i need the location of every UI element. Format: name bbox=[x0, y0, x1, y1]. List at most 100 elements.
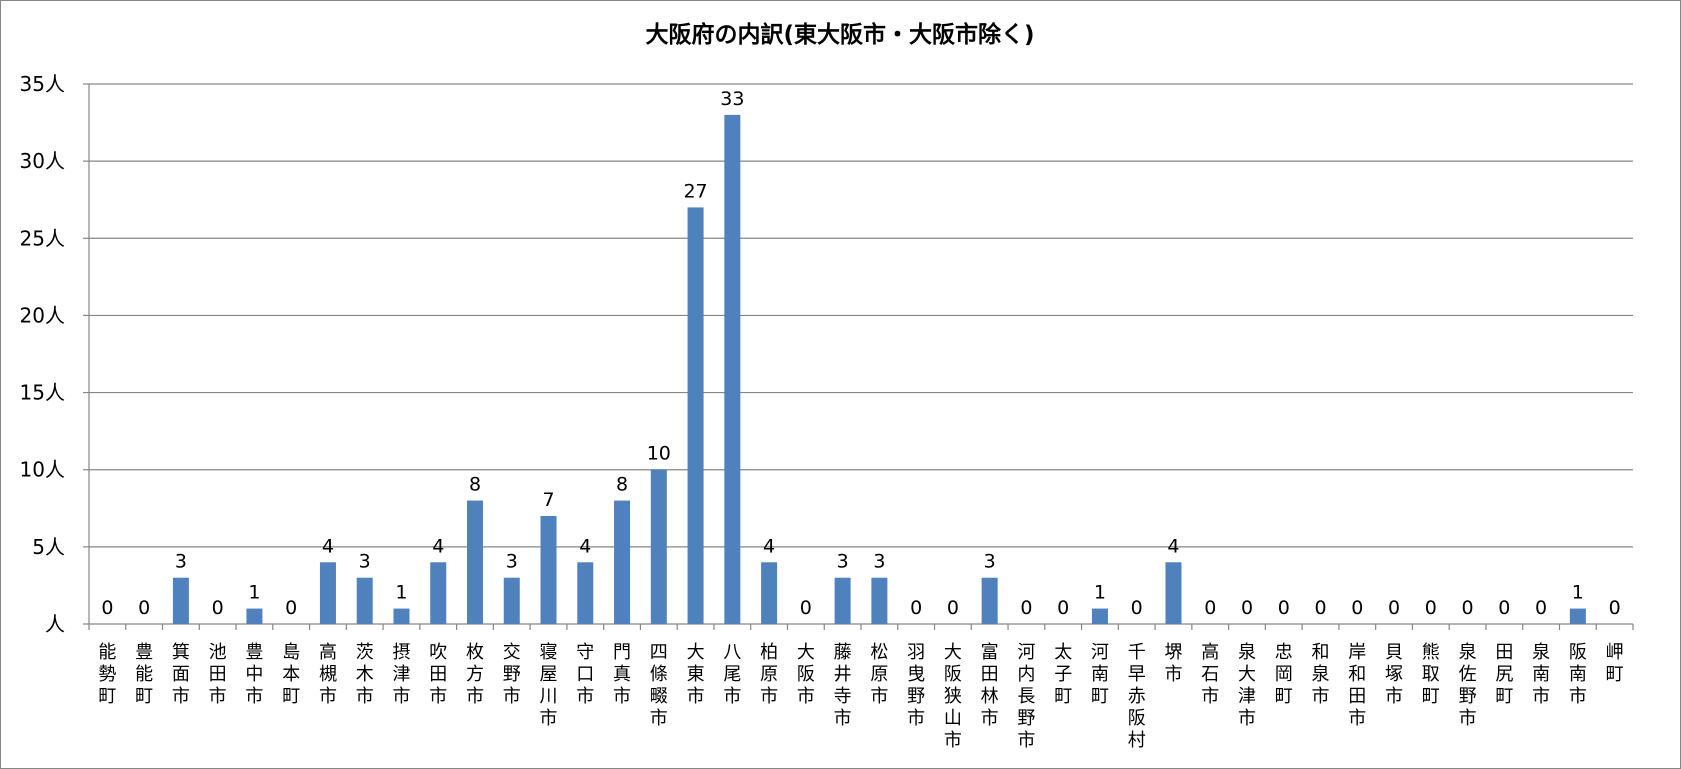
x-tick-label: 千早赤阪村 bbox=[1128, 642, 1146, 751]
data-label: 0 bbox=[1535, 597, 1547, 619]
bar bbox=[687, 207, 704, 624]
bar bbox=[1569, 608, 1586, 624]
x-tick-label: 羽曳野市 bbox=[907, 642, 925, 729]
bar bbox=[319, 562, 336, 624]
bar bbox=[724, 114, 741, 624]
x-tick-label: 摂津市 bbox=[392, 642, 410, 707]
x-tick-label: 熊取町 bbox=[1422, 642, 1440, 707]
data-label: 3 bbox=[873, 551, 885, 573]
x-tick-label: 泉佐野市 bbox=[1459, 642, 1477, 729]
data-label: 1 bbox=[1094, 582, 1106, 604]
x-tick-label: 大東市 bbox=[687, 642, 705, 707]
data-label: 0 bbox=[910, 597, 922, 619]
y-tick-label: 30人 bbox=[20, 149, 65, 173]
x-tick-label: 大阪狭山市 bbox=[944, 642, 962, 751]
bar bbox=[540, 516, 557, 624]
x-tick-label: 豊中市 bbox=[245, 642, 263, 707]
data-label: 0 bbox=[1498, 597, 1510, 619]
bar bbox=[650, 469, 667, 624]
data-label: 3 bbox=[506, 551, 518, 573]
y-tick-label: 15人 bbox=[20, 381, 65, 405]
x-tick-label: 富田林市 bbox=[981, 642, 999, 729]
bar bbox=[503, 577, 520, 624]
x-tick-label: 藤井寺市 bbox=[834, 642, 852, 729]
x-tick-label: 柏原市 bbox=[760, 642, 778, 707]
bar bbox=[356, 577, 373, 624]
x-tick-label: 阪南市 bbox=[1569, 642, 1587, 707]
data-label: 3 bbox=[984, 551, 996, 573]
data-label: 7 bbox=[542, 489, 554, 511]
data-label: 0 bbox=[1425, 597, 1437, 619]
y-tick-label: 35人 bbox=[20, 72, 65, 96]
x-tick-label: 茨木市 bbox=[356, 642, 374, 707]
data-label: 0 bbox=[101, 597, 113, 619]
x-tick-label: 吹田市 bbox=[429, 642, 447, 707]
x-tick-label: 松原市 bbox=[870, 642, 888, 707]
data-label: 8 bbox=[469, 474, 481, 496]
x-tick-label: 堺市 bbox=[1164, 642, 1182, 685]
data-label: 3 bbox=[359, 551, 371, 573]
bar bbox=[614, 500, 631, 624]
data-label: 0 bbox=[800, 597, 812, 619]
x-tick-label: 四條畷市 bbox=[650, 642, 668, 729]
x-tick-label: 泉大津市 bbox=[1238, 642, 1256, 729]
bar bbox=[246, 608, 263, 624]
bars bbox=[172, 114, 1586, 624]
bar bbox=[430, 562, 447, 624]
y-tick-label: 10人 bbox=[20, 458, 65, 482]
data-label: 0 bbox=[1241, 597, 1253, 619]
data-label: 10 bbox=[647, 443, 671, 465]
data-label: 33 bbox=[720, 88, 744, 110]
x-tick-label: 岬町 bbox=[1606, 642, 1624, 685]
bar bbox=[871, 577, 888, 624]
x-tick-label: 寝屋川市 bbox=[540, 642, 558, 729]
data-label: 8 bbox=[616, 474, 628, 496]
x-tick-label: 豊能町 bbox=[135, 642, 153, 707]
x-tick-label: 箕面市 bbox=[172, 642, 190, 707]
data-label: 1 bbox=[248, 582, 260, 604]
bar bbox=[981, 577, 998, 624]
x-tick-label: 島本町 bbox=[282, 642, 300, 707]
data-label: 4 bbox=[763, 535, 775, 557]
x-tick-label: 高槻市 bbox=[319, 642, 337, 707]
bar bbox=[1091, 608, 1108, 624]
x-tick-label: 河内長野市 bbox=[1017, 642, 1035, 751]
data-label: 0 bbox=[138, 597, 150, 619]
y-tick-label: 人 bbox=[45, 612, 65, 636]
gridlines bbox=[89, 83, 1633, 548]
data-label: 0 bbox=[1278, 597, 1290, 619]
data-label: 4 bbox=[432, 535, 444, 557]
x-tick-label: 河南町 bbox=[1091, 642, 1109, 707]
x-tick-label: 門真市 bbox=[613, 642, 631, 707]
data-label: 1 bbox=[395, 582, 407, 604]
data-label: 27 bbox=[683, 180, 707, 202]
x-tick-label: 守口市 bbox=[576, 642, 594, 707]
data-label: 0 bbox=[1057, 597, 1069, 619]
x-tick-label: 大阪市 bbox=[797, 642, 815, 707]
x-tick-label: 池田市 bbox=[209, 642, 227, 707]
bar bbox=[761, 562, 778, 624]
y-tick-label: 20人 bbox=[20, 303, 65, 327]
chart-title: 大阪府の内訳(東大阪市・大阪市除く) bbox=[645, 21, 1034, 48]
bar bbox=[1165, 562, 1182, 624]
data-label: 4 bbox=[1167, 535, 1179, 557]
data-label: 0 bbox=[1609, 597, 1621, 619]
y-axis-ticks: 人 5人 10人 15人 20人 25人 30人 35人 bbox=[20, 72, 89, 636]
data-label: 0 bbox=[1351, 597, 1363, 619]
bar bbox=[577, 562, 594, 624]
bar bbox=[467, 500, 483, 624]
y-tick-label: 5人 bbox=[32, 535, 65, 559]
x-tick-label: 高石市 bbox=[1201, 642, 1219, 707]
data-label: 0 bbox=[1204, 597, 1216, 619]
data-label: 1 bbox=[1572, 582, 1584, 604]
data-label: 3 bbox=[837, 551, 849, 573]
x-tick-label: 枚方市 bbox=[466, 642, 484, 707]
y-tick-label: 25人 bbox=[20, 226, 65, 250]
data-label: 0 bbox=[1314, 597, 1326, 619]
x-tick-label: 交野市 bbox=[503, 642, 521, 707]
data-label: 0 bbox=[1462, 597, 1474, 619]
